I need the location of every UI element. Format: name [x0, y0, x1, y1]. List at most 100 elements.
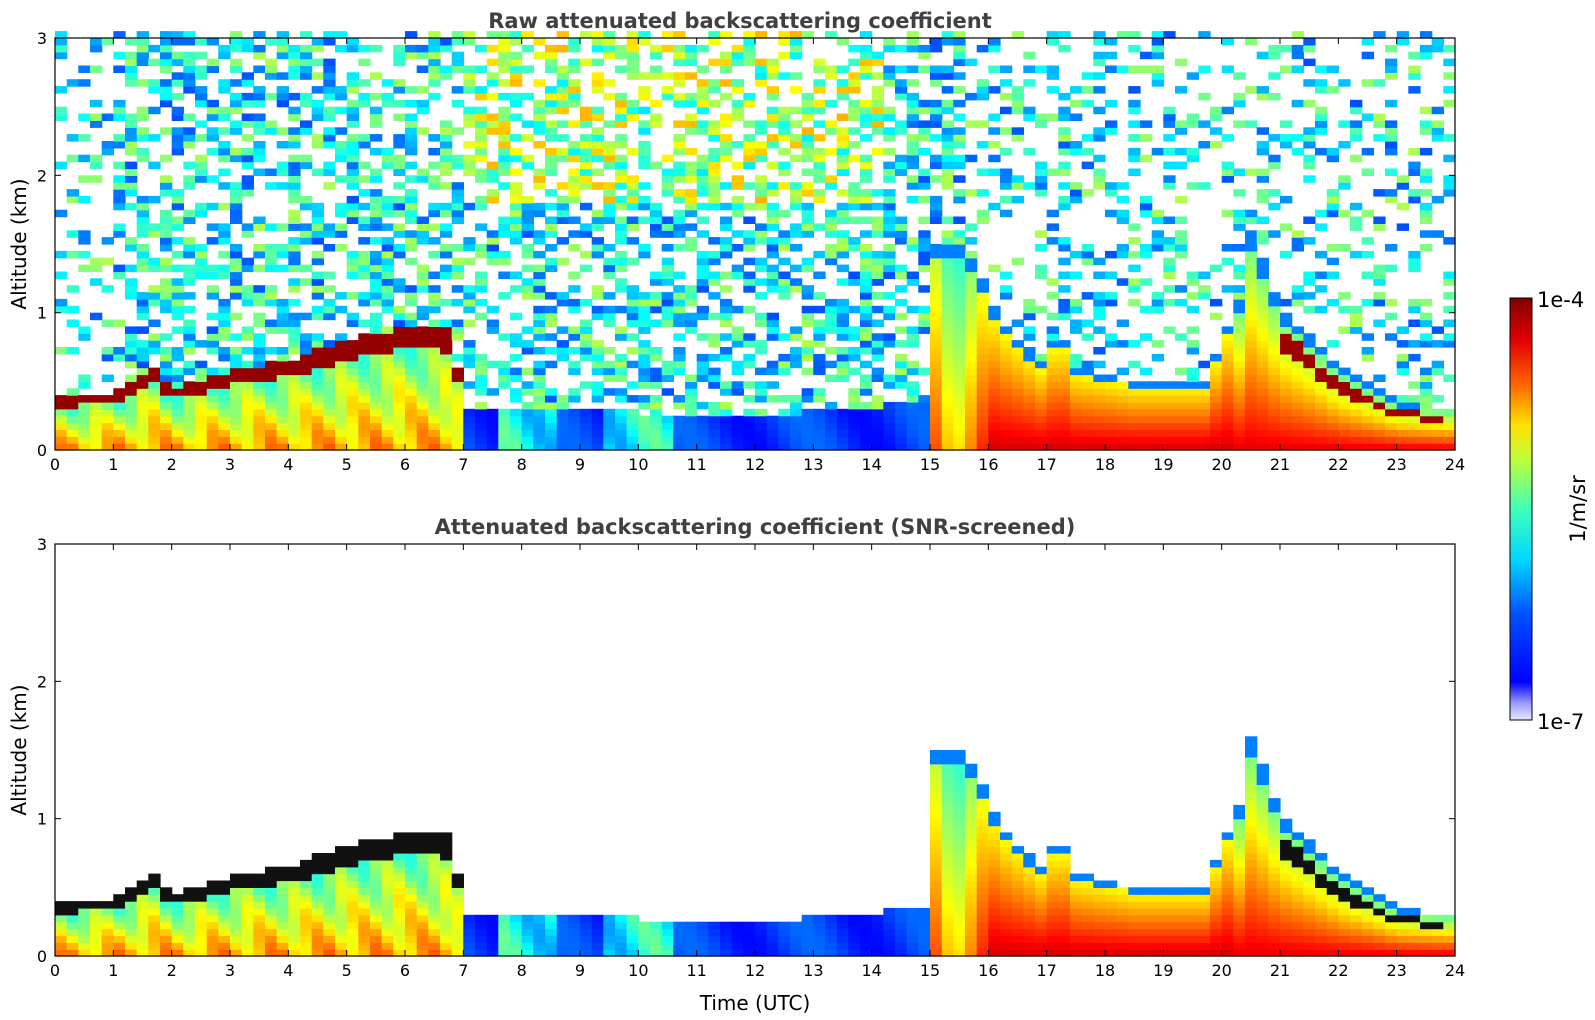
- heatmap-cell: [685, 113, 698, 121]
- heatmap-cell: [218, 106, 231, 115]
- heatmap-cell: [1210, 360, 1223, 369]
- heatmap-cell: [638, 120, 651, 128]
- heatmap-cell: [451, 182, 464, 190]
- heatmap-cell: [521, 264, 534, 273]
- heatmap-cell: [195, 436, 208, 444]
- heatmap-cell: [78, 401, 91, 410]
- heatmap-cell: [1210, 436, 1223, 444]
- heatmap-cell: [1408, 401, 1421, 410]
- heatmap-cell: [1140, 381, 1153, 389]
- heatmap-cell: [591, 79, 604, 87]
- heatmap-cell: [603, 120, 616, 128]
- heatmap-cell: [346, 168, 359, 176]
- heatmap-cell: [288, 113, 301, 121]
- heatmap-cell: [1256, 92, 1269, 101]
- heatmap-cell: [836, 237, 849, 245]
- heatmap-cell: [1116, 31, 1129, 39]
- heatmap-cell: [1105, 374, 1118, 382]
- heatmap-cell: [370, 113, 383, 121]
- heatmap-cell: [230, 244, 243, 252]
- heatmap-cell: [685, 401, 698, 410]
- heatmap-cell: [556, 86, 569, 94]
- heatmap-cell: [265, 401, 278, 410]
- heatmap-cell: [860, 415, 873, 424]
- heatmap-cell: [288, 285, 301, 293]
- heatmap-cell: [253, 168, 266, 176]
- heatmap-cell: [346, 443, 359, 451]
- heatmap-cell: [510, 429, 523, 437]
- heatmap-cell: [218, 298, 231, 307]
- heatmap-cell: [346, 182, 359, 190]
- heatmap-cell: [113, 914, 126, 923]
- heatmap-cell: [300, 347, 313, 355]
- heatmap-cell: [731, 44, 744, 53]
- heatmap-cell: [720, 113, 733, 121]
- heatmap-cell: [650, 367, 663, 376]
- heatmap-cell: [1408, 353, 1421, 362]
- heatmap-cell: [1350, 374, 1363, 382]
- heatmap-cell: [895, 443, 908, 451]
- heatmap-cell: [1338, 401, 1351, 410]
- heatmap-cell: [591, 106, 604, 115]
- heatmap-cell: [743, 353, 756, 362]
- heatmap-cell: [930, 209, 943, 218]
- heatmap-cell: [1035, 401, 1048, 410]
- heatmap-cell: [1443, 44, 1456, 53]
- heatmap-cell: [1431, 415, 1444, 424]
- heatmap-cell: [720, 120, 733, 128]
- heatmap-cell: [1350, 250, 1363, 259]
- heatmap-cell: [696, 942, 709, 950]
- heatmap-cell: [195, 92, 208, 101]
- heatmap-cell: [498, 374, 511, 382]
- heatmap-cell: [195, 271, 208, 279]
- heatmap-cell: [556, 395, 569, 403]
- heatmap-cell: [381, 367, 394, 376]
- heatmap-cell: [335, 859, 348, 868]
- heatmap-cell: [1268, 360, 1281, 369]
- heatmap-cell: [638, 244, 651, 252]
- heatmap-cell: [906, 415, 919, 424]
- heatmap-cell: [1058, 388, 1071, 396]
- heatmap-cell: [183, 175, 196, 183]
- heatmap-cell: [486, 422, 499, 430]
- heatmap-cell: [206, 894, 219, 902]
- heatmap-cell: [790, 72, 803, 80]
- heatmap-cell: [1151, 401, 1164, 410]
- heatmap-cell: [871, 914, 884, 923]
- heatmap-cell: [731, 340, 744, 348]
- heatmap-cell: [591, 367, 604, 376]
- heatmap-cell: [311, 312, 324, 321]
- heatmap-cell: [1420, 415, 1433, 424]
- heatmap-cell: [1221, 408, 1234, 417]
- heatmap-cell: [498, 38, 511, 46]
- heatmap-cell: [673, 79, 686, 87]
- heatmap-cell: [941, 72, 954, 80]
- heatmap-cell: [218, 914, 231, 923]
- heatmap-cell: [206, 422, 219, 430]
- heatmap-cell: [218, 86, 231, 94]
- heatmap-cell: [930, 859, 943, 868]
- heatmap-cell: [1000, 175, 1013, 183]
- heatmap-cell: [941, 278, 954, 286]
- heatmap-cell: [206, 949, 219, 957]
- heatmap-cell: [416, 443, 429, 451]
- heatmap-cell: [580, 223, 593, 231]
- heatmap-cell: [90, 99, 103, 108]
- heatmap-cell: [638, 942, 651, 950]
- heatmap-cell: [1093, 326, 1106, 334]
- heatmap-cell: [475, 949, 488, 957]
- heatmap-cell: [1175, 436, 1188, 444]
- heatmap-cell: [953, 127, 966, 135]
- heatmap-cell: [1011, 106, 1024, 115]
- heatmap-cell: [568, 168, 581, 176]
- heatmap-cell: [1011, 415, 1024, 424]
- heatmap-cell: [790, 401, 803, 410]
- heatmap-cell: [626, 360, 639, 369]
- heatmap-cell: [603, 92, 616, 101]
- heatmap-cell: [1128, 285, 1141, 293]
- heatmap-cell: [335, 415, 348, 424]
- heatmap-cell: [66, 429, 79, 437]
- heatmap-cell: [1000, 395, 1013, 403]
- heatmap-cell: [125, 914, 138, 923]
- heatmap-cell: [1326, 86, 1339, 94]
